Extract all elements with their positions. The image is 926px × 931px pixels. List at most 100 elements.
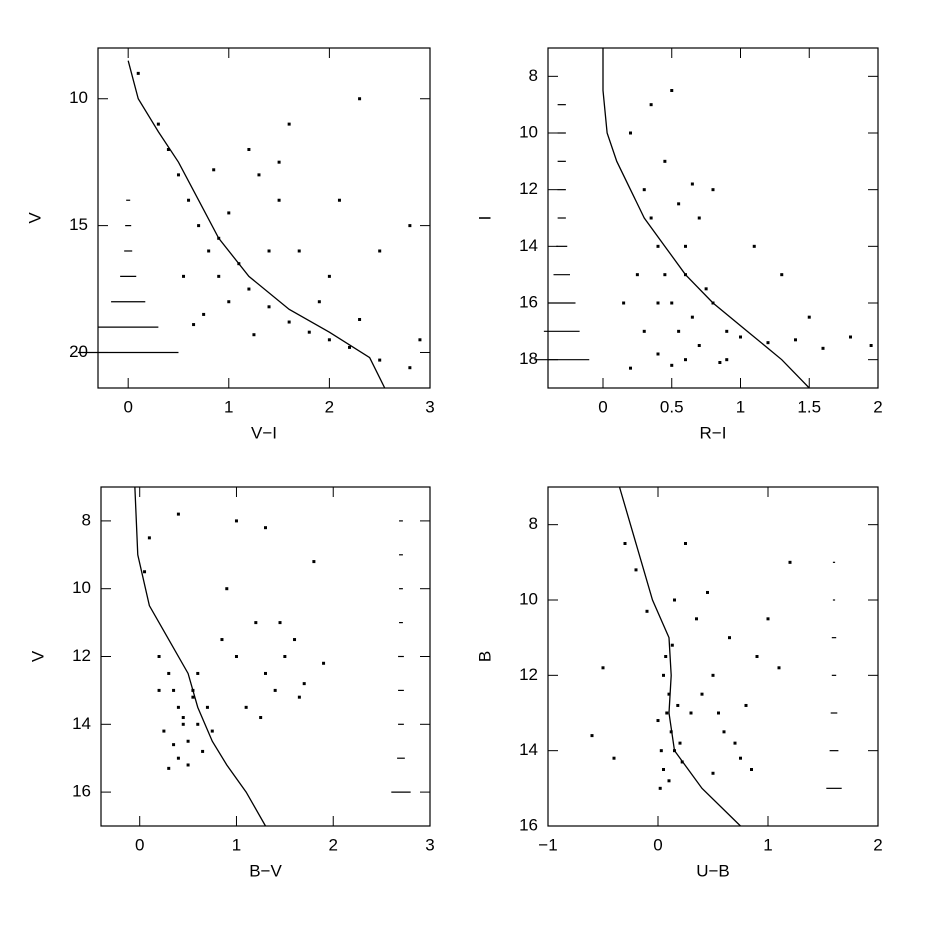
- star-point: [684, 542, 687, 545]
- star-point: [378, 249, 382, 253]
- star-point: [297, 249, 301, 253]
- star-point: [181, 716, 185, 720]
- star-point: [670, 301, 674, 305]
- star-point: [247, 287, 251, 291]
- y-tick-label: 14: [519, 236, 538, 255]
- star-point: [264, 526, 267, 530]
- star-point: [264, 671, 267, 675]
- star-point: [220, 638, 224, 642]
- star-point: [277, 198, 281, 202]
- star-point: [711, 188, 715, 192]
- y-tick-label: 16: [519, 292, 538, 311]
- star-point: [766, 617, 770, 621]
- star-point: [662, 768, 665, 771]
- star-point: [418, 338, 422, 342]
- star-point: [642, 329, 646, 333]
- star-point: [739, 756, 742, 760]
- x-tick-label: 0: [135, 835, 144, 854]
- star-point: [136, 71, 140, 75]
- star-point: [662, 673, 665, 677]
- x-tick-label: 1: [736, 397, 745, 416]
- y-tick-label: 8: [529, 514, 538, 533]
- star-point: [667, 692, 671, 696]
- star-point: [156, 122, 160, 126]
- y-tick-label: 14: [72, 714, 91, 733]
- star-point: [176, 512, 180, 516]
- star-point: [287, 320, 291, 324]
- star-point: [629, 131, 632, 135]
- star-point: [690, 315, 694, 319]
- star-point: [677, 329, 681, 333]
- star-point: [788, 560, 792, 564]
- star-point: [202, 312, 206, 316]
- star-point: [752, 244, 756, 248]
- y-tick-label: 10: [72, 578, 91, 597]
- y-tick-label: 20: [69, 342, 88, 361]
- star-point: [700, 692, 704, 696]
- star-point: [704, 287, 708, 291]
- star-point: [684, 244, 687, 248]
- x-tick-label: 2: [325, 397, 334, 416]
- star-point: [327, 274, 331, 278]
- star-point: [807, 315, 811, 319]
- star-point: [378, 358, 382, 362]
- star-point: [217, 274, 221, 278]
- plot-frame: [97, 47, 431, 389]
- star-point: [317, 300, 321, 304]
- star-point: [728, 636, 731, 640]
- star-point: [658, 786, 662, 790]
- star-point: [196, 671, 200, 675]
- star-point: [601, 666, 605, 670]
- star-point: [201, 749, 205, 753]
- star-point: [257, 173, 261, 177]
- star-point: [227, 300, 231, 304]
- x-tick-label: 1: [232, 835, 241, 854]
- isochrone: [127, 60, 386, 389]
- star-point: [408, 366, 412, 370]
- star-point: [254, 621, 258, 625]
- star-point: [192, 323, 196, 327]
- star-point: [697, 344, 701, 347]
- star-point: [157, 655, 161, 658]
- star-point: [711, 771, 715, 775]
- star-point: [663, 273, 667, 277]
- star-point: [358, 97, 362, 101]
- star-point: [676, 703, 680, 707]
- x-tick-label: −1: [538, 835, 557, 854]
- y-tick-label: 8: [529, 66, 538, 85]
- star-point: [755, 655, 759, 658]
- star-point: [722, 730, 726, 734]
- star-point: [673, 598, 676, 602]
- star-point: [302, 682, 306, 686]
- star-point: [307, 330, 311, 334]
- star-point: [293, 638, 297, 642]
- isochrone: [134, 486, 267, 827]
- star-point: [187, 198, 191, 202]
- plot-frame: [547, 486, 879, 827]
- y-tick-label: 10: [519, 122, 538, 141]
- star-point: [267, 249, 271, 253]
- x-tick-label: 3: [425, 835, 434, 854]
- star-point: [869, 344, 873, 347]
- star-point: [162, 729, 166, 733]
- star-point: [678, 741, 682, 745]
- star-point: [750, 768, 753, 771]
- x-axis-label: V−I: [251, 423, 277, 442]
- star-point: [733, 741, 737, 745]
- y-tick-label: 16: [519, 815, 538, 834]
- star-point: [794, 338, 797, 342]
- star-point: [186, 739, 190, 743]
- y-tick-label: 12: [519, 665, 538, 684]
- star-point: [210, 729, 214, 733]
- star-point: [634, 568, 638, 572]
- star-point: [252, 333, 256, 337]
- star-point: [408, 224, 412, 228]
- y-tick-label: 10: [519, 589, 538, 608]
- x-axis-label: U−B: [696, 861, 730, 880]
- star-point: [167, 766, 171, 770]
- x-tick-label: 2: [329, 835, 338, 854]
- isochrone: [602, 48, 810, 389]
- star-point: [196, 722, 200, 726]
- star-point: [227, 211, 231, 215]
- star-point: [645, 609, 649, 613]
